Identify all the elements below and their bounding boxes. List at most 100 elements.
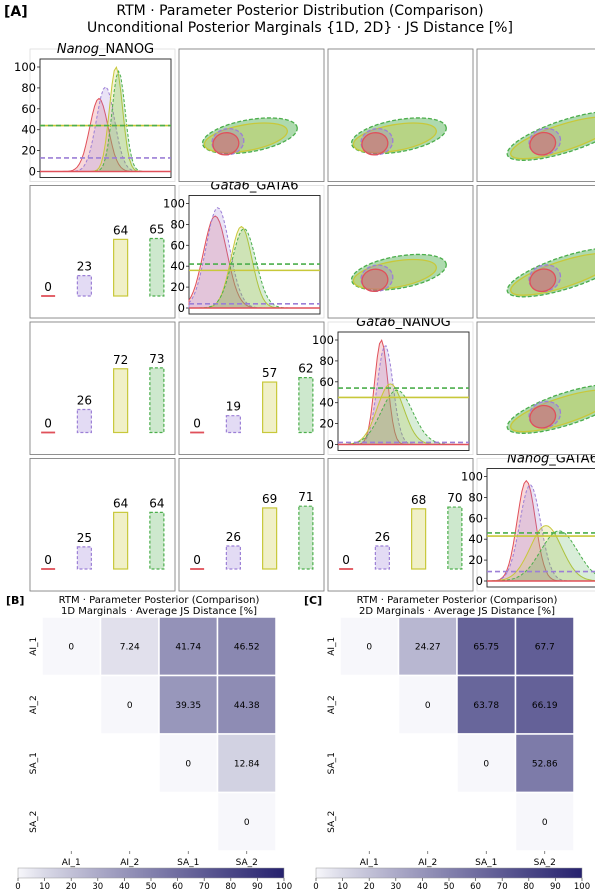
- heatmap-row-label: SA_1: [327, 752, 337, 774]
- colorbar-tick-label: 0: [313, 882, 318, 892]
- heatmap-cell-label: 66.19: [532, 701, 558, 711]
- density-cell-4: 0 20 40 60 80 100 Nanog_GATA6: [461, 452, 595, 588]
- heatmap-col-label: AI_1: [62, 858, 81, 868]
- heatmap-cell: [514, 733, 575, 794]
- bar-cell-2-1: 0 23 64 65: [29, 185, 176, 319]
- colorbar-tick-label: 90: [252, 882, 263, 892]
- bar-cell-4-3: 0 26 68 70: [327, 458, 474, 592]
- ytick-label: 100: [14, 60, 36, 74]
- bar-green: [447, 506, 463, 570]
- heatmap-col-label: AI_2: [418, 858, 437, 868]
- bar-label-red: 0: [44, 417, 52, 431]
- bar-purple: [374, 545, 390, 570]
- density-cell-1: 0 20 40 60 80 100 Nanog_NANOG: [14, 42, 172, 179]
- heatmap-cell-empty: [42, 675, 101, 734]
- ytick-label: 100: [461, 470, 483, 484]
- ytick-label: 40: [319, 396, 334, 410]
- bar-label-yellow: 72: [113, 353, 128, 367]
- heatmap-cell-empty: [398, 734, 457, 793]
- bar-label-yellow: 64: [113, 223, 128, 237]
- heatmap-cell-label: 67.7: [535, 642, 555, 652]
- bar-label-green: 70: [447, 491, 462, 505]
- density-2d-blob: [529, 404, 557, 429]
- bar-yellow: [262, 381, 278, 434]
- scatter2d-cell-1-3: [327, 48, 474, 182]
- density-2d-blob: [212, 132, 240, 156]
- ytick-label: 80: [21, 81, 36, 95]
- heatmap-cell-empty: [457, 792, 516, 851]
- scatter2d-cell-3-4: [476, 321, 595, 455]
- heatmap-cell: [456, 733, 517, 794]
- density-title: Nanog_GATA6: [507, 452, 595, 467]
- density-red: [487, 479, 595, 582]
- bar-label-purple: 23: [77, 260, 92, 274]
- bar-green: [149, 511, 165, 570]
- heatmap-cell: [99, 616, 160, 677]
- bar-green: [298, 505, 314, 570]
- bar-green: [149, 237, 165, 297]
- colorbar-tick-label: 40: [417, 882, 428, 892]
- density-2d-blob: [352, 122, 437, 154]
- density-title: Gata6_GATA6: [211, 179, 299, 194]
- density-2d-blob: [361, 132, 389, 156]
- heatmap-title-line2: 2D Marginals · Average JS Distance [%]: [359, 606, 555, 617]
- bar-yellow: [262, 507, 278, 570]
- density-2d-blob: [506, 110, 595, 161]
- density-2d-blob: [360, 264, 394, 293]
- heatmap-cell-label: 7.24: [120, 642, 140, 652]
- bar-purple: [76, 275, 92, 297]
- bar-label-red: 0: [44, 280, 52, 294]
- heatmap-cell-label: 0: [185, 759, 191, 769]
- bar-yellow: [113, 368, 129, 434]
- density-2d-blob: [203, 122, 288, 154]
- ytick-label: 60: [21, 102, 36, 116]
- bar-label-red: 0: [342, 553, 350, 567]
- heatmap-row-label: SA_2: [29, 811, 39, 833]
- heatmap-cell-label: 41.74: [175, 642, 201, 652]
- heatmap-cell-label: 0: [244, 818, 250, 828]
- heatmap-col-label: SA_2: [236, 858, 258, 868]
- density-2d-blob: [361, 268, 389, 292]
- ytick-label: 20: [21, 144, 36, 158]
- density-2d-blob: [510, 116, 595, 160]
- heatmap-row-label: SA_2: [327, 811, 337, 833]
- scatter2d-cell-1-4: [476, 48, 595, 182]
- bar-purple: [76, 408, 92, 434]
- colorbar-tick-label: 100: [276, 882, 292, 892]
- colorbar: [315, 867, 583, 879]
- ytick-label: 0: [29, 165, 36, 179]
- heatmap-title-line1: RTM · Parameter Posterior (Comparison): [59, 595, 260, 606]
- density-title: Gata6_NANOG: [356, 315, 451, 330]
- bar-yellow: [113, 238, 129, 297]
- density-2d-blob: [352, 258, 437, 290]
- heatmap-cell-label: 46.52: [234, 642, 260, 652]
- density-cell-2: 0 20 40 60 80 100 Gata6_GATA6: [163, 179, 321, 315]
- scatter2d-frame: [476, 48, 595, 182]
- bar-label-green: 73: [149, 352, 164, 366]
- density-2d-blob: [529, 268, 557, 293]
- bar-label-green: 64: [149, 496, 164, 510]
- heatmap-row-label: AI_2: [327, 695, 337, 714]
- density-2d-blob: [506, 247, 595, 298]
- heatmap-row-label: AI_2: [29, 695, 39, 714]
- panel-a-grid: 0 23 64 65 0 26 72 73 0 19 57 62 0 25 64 64 0 26 69 71 0 26 68…: [14, 42, 595, 592]
- heatmap-cell-empty: [398, 792, 457, 851]
- ytick-label: 60: [468, 511, 483, 525]
- heatmap-cell-label: 0: [425, 701, 431, 711]
- heatmap-cell: [514, 616, 575, 677]
- ytick-label: 0: [327, 438, 334, 452]
- ytick-label: 40: [170, 259, 185, 273]
- heatmap-col-label: AI_2: [120, 858, 139, 868]
- heatmap-cell-empty: [340, 734, 399, 793]
- heatmap-cell: [216, 733, 277, 794]
- heatmap-cell-label: 52.86: [532, 759, 558, 769]
- colorbar-tick-label: 70: [497, 882, 508, 892]
- density-title: Nanog_NANOG: [57, 42, 154, 57]
- density-cell-3: 0 20 40 60 80 100 Gata6_NANOG: [312, 315, 470, 452]
- bar-yellow: [113, 511, 129, 570]
- heatmap-cell-label: 0: [366, 642, 372, 652]
- heatmap-cell: [514, 674, 575, 735]
- heatmap-cell-label: 24.27: [415, 642, 441, 652]
- panel-a-tag: [A]: [4, 4, 28, 20]
- heatmap-cell-label: 0: [542, 818, 548, 828]
